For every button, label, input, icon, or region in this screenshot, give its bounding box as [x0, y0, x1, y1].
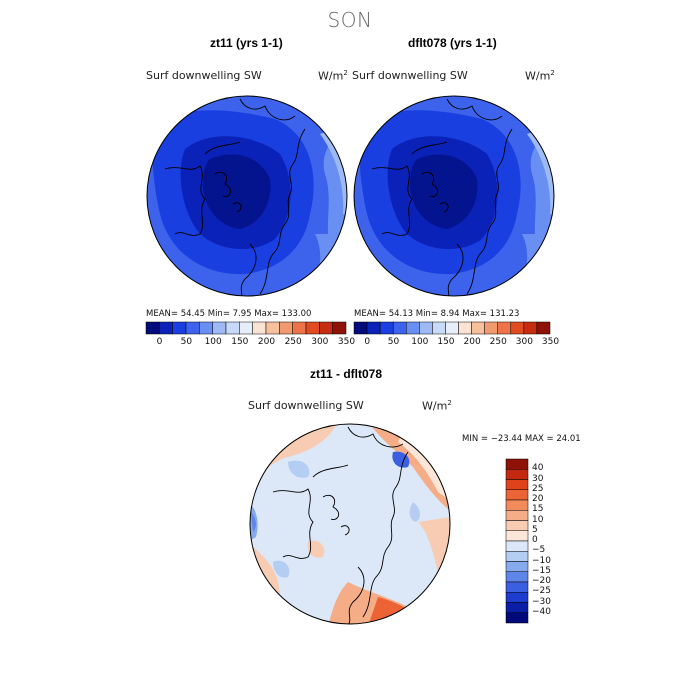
- panel-1-title: zt11 (yrs 1-1): [210, 36, 283, 50]
- diff-panel-map: [249, 423, 451, 625]
- panel-2-units: W/m2: [525, 69, 555, 83]
- panel-1-stats: MEAN= 54.45 Min= 7.95 Max= 133.00: [146, 309, 312, 319]
- colorbar-swatch: [458, 321, 472, 335]
- colorbar-swatch: [505, 592, 529, 603]
- colorbar-swatch: [505, 551, 529, 562]
- colorbar-swatch: [505, 561, 529, 572]
- panel-1-variable-label: Surf downwelling SW: [146, 69, 262, 82]
- colorbar-swatch: [406, 321, 420, 335]
- colorbar-tick-label: 250: [489, 337, 507, 347]
- colorbar-swatch: [212, 321, 227, 335]
- colorbar-swatch: [497, 321, 512, 335]
- panel-1-map: [146, 95, 348, 297]
- colorbar-swatch: [471, 321, 485, 335]
- colorbar-swatch: [505, 489, 529, 501]
- colorbar-tick-label: 300: [311, 337, 329, 347]
- colorbar-swatch: [484, 321, 498, 335]
- colorbar-tick-label: 0: [532, 535, 538, 545]
- colorbar-tick-label: 150: [231, 337, 249, 347]
- colorbar-swatch: [265, 321, 280, 335]
- colorbar-swatch: [536, 321, 551, 335]
- colorbar-tick-label: −10: [532, 555, 551, 566]
- colorbar-swatch: [505, 499, 529, 511]
- colorbar-swatch: [159, 321, 173, 335]
- colorbar-swatch: [432, 321, 446, 335]
- panel-2-title: dflt078 (yrs 1-1): [408, 36, 497, 50]
- colorbar-swatch: [353, 321, 368, 335]
- panel-1-colorbar: [145, 321, 347, 335]
- colorbar-swatch: [292, 321, 307, 335]
- colorbar-tick-label: 100: [411, 337, 429, 347]
- colorbar-tick-label: −30: [532, 596, 551, 607]
- colorbar-tick-label: 20: [532, 494, 544, 504]
- figure-title: SON: [327, 8, 373, 32]
- colorbar-swatch: [319, 321, 333, 335]
- colorbar-tick-label: 10: [532, 514, 544, 525]
- colorbar-tick-label: 100: [204, 337, 222, 347]
- colorbar-tick-label: −20: [532, 576, 551, 586]
- colorbar-tick-label: 200: [257, 337, 276, 347]
- colorbar-swatch: [305, 321, 320, 335]
- colorbar-tick-label: 350: [541, 337, 560, 347]
- colorbar-swatch: [392, 321, 407, 335]
- colorbar-swatch: [505, 581, 529, 593]
- colorbar-tick-label: −40: [532, 606, 551, 617]
- colorbar-tick-label: −25: [532, 586, 551, 597]
- colorbar-swatch: [379, 321, 394, 335]
- colorbar-swatch: [332, 321, 347, 335]
- colorbar-swatch: [505, 510, 529, 521]
- colorbar-swatch: [510, 321, 525, 335]
- colorbar-swatch: [445, 321, 459, 335]
- colorbar-tick-label: 25: [532, 483, 544, 494]
- panel-2-stats: MEAN= 54.13 Min= 8.94 Max= 131.23: [354, 309, 520, 319]
- colorbar-tick-label: 150: [437, 337, 455, 347]
- colorbar-swatch: [505, 520, 529, 531]
- colorbar-swatch: [419, 321, 433, 335]
- colorbar-tick-label: 200: [463, 337, 481, 347]
- colorbar-tick-label: 30: [532, 473, 544, 484]
- colorbar-swatch: [239, 321, 253, 335]
- colorbar-swatch: [505, 571, 529, 583]
- colorbar-swatch: [145, 321, 160, 335]
- colorbar-tick-label: 300: [515, 337, 533, 347]
- colorbar-tick-label: 0: [156, 337, 163, 347]
- colorbar-swatch: [505, 479, 529, 490]
- colorbar-swatch: [505, 602, 529, 613]
- colorbar-swatch: [505, 458, 529, 470]
- colorbar-tick-label: 50: [180, 337, 193, 347]
- diff-panel-variable-label: Surf downwelling SW: [248, 399, 364, 412]
- diff-panel-stats: MIN = −23.44 MAX = 24.01: [462, 434, 581, 444]
- colorbar-tick-label: −15: [532, 565, 551, 576]
- panel-2-variable-label: Surf downwelling SW: [352, 69, 468, 82]
- panel-2-colorbar: [353, 321, 551, 335]
- colorbar-tick-label: 0: [364, 337, 371, 347]
- colorbar-swatch: [366, 321, 381, 335]
- colorbar-swatch: [523, 321, 538, 335]
- colorbar-swatch: [225, 321, 240, 335]
- panel-2-map: [353, 95, 555, 297]
- colorbar-tick-label: 40: [532, 463, 544, 474]
- diff-panel-units: W/m2: [422, 399, 452, 413]
- diff-panel-colorbar: [505, 458, 529, 624]
- colorbar-swatch: [505, 469, 529, 480]
- colorbar-tick-label: 15: [532, 504, 544, 515]
- colorbar-swatch: [199, 321, 213, 335]
- colorbar-tick-label: 250: [284, 337, 302, 347]
- colorbar-swatch: [505, 612, 529, 624]
- colorbar-tick-label: −5: [532, 545, 546, 556]
- panel-1-units: W/m2: [318, 69, 348, 83]
- colorbar-swatch: [172, 321, 187, 335]
- colorbar-swatch: [252, 321, 267, 335]
- colorbar-tick-label: 50: [387, 337, 400, 347]
- colorbar-swatch: [505, 540, 529, 552]
- colorbar-swatch: [505, 530, 529, 542]
- colorbar-swatch: [279, 321, 293, 335]
- colorbar-tick-label: 350: [337, 337, 356, 347]
- colorbar-swatch: [185, 321, 200, 335]
- colorbar-tick-label: 5: [532, 524, 538, 535]
- diff-panel-title: zt11 - dflt078: [310, 367, 383, 381]
